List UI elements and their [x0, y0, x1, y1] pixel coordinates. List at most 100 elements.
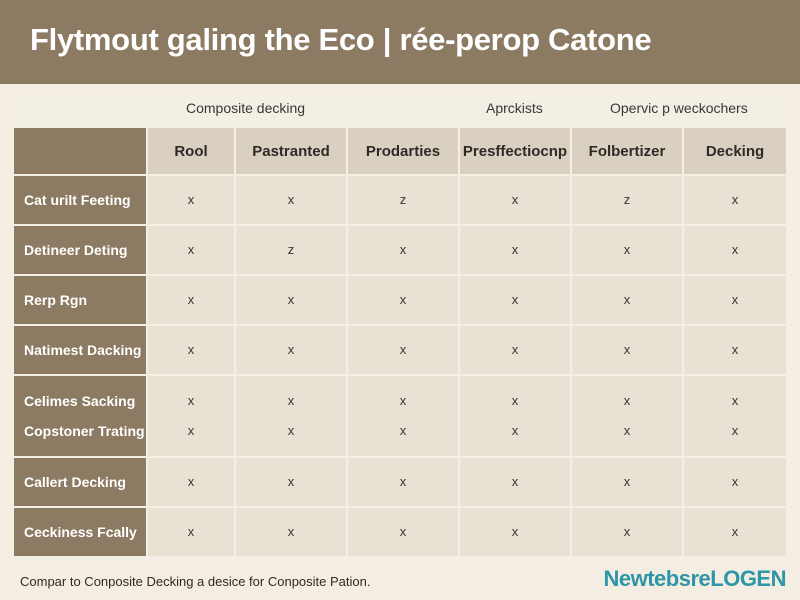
cell-mark: x: [731, 423, 739, 438]
column-header: Pastranted: [236, 128, 346, 174]
cell-mark: x: [511, 393, 519, 408]
cell-mark: x: [731, 524, 739, 539]
column-header: Rool: [148, 128, 234, 174]
cell-mark: x: [731, 474, 739, 489]
cell-mark: x: [399, 524, 407, 539]
table-cell: x: [460, 226, 570, 274]
cell-mark: x: [287, 292, 295, 307]
footer-note: Compar to Conposite Decking a desice for…: [20, 574, 371, 589]
table-cell: x: [236, 458, 346, 506]
table-cell: x: [148, 458, 234, 506]
row-label: Ceckiness Fcally: [24, 524, 137, 540]
cell-mark: x: [511, 524, 519, 539]
table-cell: x: [572, 508, 682, 556]
cell-mark: x: [287, 524, 295, 539]
row-label: Callert Decking: [24, 474, 126, 490]
cell-mark: x: [731, 393, 739, 408]
table-cell: x: [460, 276, 570, 324]
cell-mark: x: [287, 393, 295, 408]
table-cell: x: [148, 226, 234, 274]
table-cell: z: [348, 176, 458, 224]
table-cell: x: [684, 326, 786, 374]
cell-mark: x: [731, 192, 739, 207]
table-cell: x: [236, 326, 346, 374]
cell-mark: x: [511, 342, 519, 357]
row-header: Callert Decking: [14, 458, 146, 506]
cell-mark: x: [511, 292, 519, 307]
row-label: Rerp Rgn: [24, 292, 87, 308]
table-row: Ceckiness Fcally x x x x x x: [14, 508, 786, 556]
column-header: Prodarties: [348, 128, 458, 174]
cell-mark: x: [399, 342, 407, 357]
cell-mark: x: [731, 242, 739, 257]
cell-mark: x: [287, 342, 295, 357]
column-header: Folbertizer: [572, 128, 682, 174]
cell-mark: x: [623, 342, 631, 357]
table-cell: x: [148, 326, 234, 374]
cell-mark: z: [623, 192, 631, 207]
row-header: Rerp Rgn: [14, 276, 146, 324]
table-row: Natimest Dacking x x x x x x: [14, 326, 786, 374]
table-cell: x: [684, 276, 786, 324]
table-cell: x: [348, 276, 458, 324]
cell-mark: x: [187, 342, 195, 357]
cell-mark: x: [511, 423, 519, 438]
column-header: Presffectiocnp: [460, 128, 570, 174]
table-row: Detineer Deting x z x x x x: [14, 226, 786, 274]
cell-mark: x: [287, 423, 295, 438]
row-label: Cat urilt Feeting: [24, 192, 131, 208]
row-label: Natimest Dacking: [24, 342, 142, 358]
table-cell: x: [684, 458, 786, 506]
column-header: Decking: [684, 128, 786, 174]
table-cell: x: [572, 226, 682, 274]
table-cell: x: [572, 276, 682, 324]
table-cell: z: [572, 176, 682, 224]
table-corner-cell: [14, 128, 146, 174]
cell-mark: x: [511, 474, 519, 489]
table-cell: x: [348, 226, 458, 274]
table-cell: x: [236, 508, 346, 556]
cell-mark: x: [187, 292, 195, 307]
header-bar: Flytmout galing the Eco | rée-perop Cato…: [0, 0, 800, 84]
group-label-opervic: Opervic p weckochers: [610, 100, 748, 116]
table-cell: x: [460, 176, 570, 224]
table-cell: x: [460, 326, 570, 374]
cell-mark: x: [399, 292, 407, 307]
table-row: Celimes Sacking Copstoner Trating x x x x x x x x…: [14, 376, 786, 456]
row-label: Celimes Sacking: [24, 393, 136, 409]
table-header-row: Rool Pastranted Prodarties Presffectiocnp Fo…: [14, 128, 786, 174]
table-cell: x: [348, 508, 458, 556]
table-row: Rerp Rgn x x x x x x: [14, 276, 786, 324]
row-label: Detineer Deting: [24, 242, 128, 258]
cell-mark: x: [187, 423, 195, 438]
cell-mark: x: [623, 292, 631, 307]
cell-mark: x: [623, 242, 631, 257]
table-row: Callert Decking x x x x x x: [14, 458, 786, 506]
row-header: Cat urilt Feeting: [14, 176, 146, 224]
row-label: Copstoner Trating: [24, 423, 145, 439]
table-cell: x: [460, 458, 570, 506]
row-header: Celimes Sacking Copstoner Trating: [14, 376, 146, 456]
cell-mark: x: [187, 474, 195, 489]
cell-mark: x: [731, 292, 739, 307]
cell-mark: x: [187, 192, 195, 207]
table-cell: x: [460, 508, 570, 556]
table-cell: x: [236, 176, 346, 224]
table-cell: x: [684, 508, 786, 556]
cell-mark: x: [511, 192, 519, 207]
cell-mark: z: [399, 192, 407, 207]
cell-mark: z: [287, 242, 295, 257]
cell-mark: x: [187, 242, 195, 257]
table-body: Cat urilt Feeting x x z x z x Detineer Deting x z…: [14, 176, 786, 556]
cell-mark: x: [399, 474, 407, 489]
table-cell: x: [348, 458, 458, 506]
cell-mark: x: [187, 524, 195, 539]
row-header: Ceckiness Fcally: [14, 508, 146, 556]
table-cell: x: [572, 458, 682, 506]
